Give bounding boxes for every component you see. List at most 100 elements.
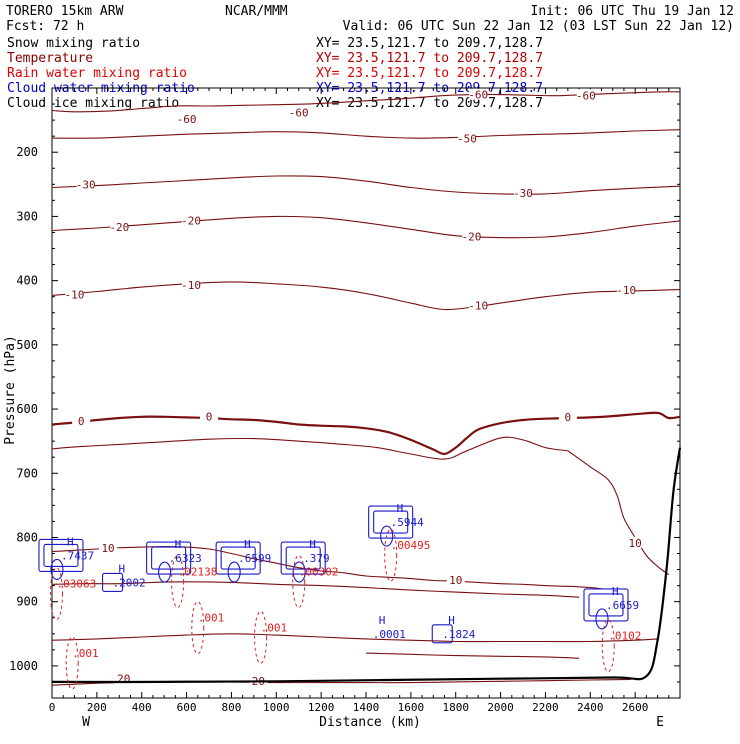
rain-water-contour bbox=[49, 567, 63, 621]
rain-water-max-value: .02138 bbox=[178, 566, 218, 579]
rain-water-max-value: .00302 bbox=[299, 566, 339, 579]
cloud-water-core bbox=[292, 561, 306, 583]
cloud-water-contour-inner bbox=[220, 546, 256, 570]
contour-label: -60 bbox=[468, 89, 488, 102]
east-end-label: E bbox=[656, 715, 664, 730]
cloud-water-high-marker: H bbox=[119, 562, 126, 575]
rain-water-contour bbox=[191, 601, 205, 655]
cloud-water-contour bbox=[102, 572, 124, 592]
x-tick-label: 400 bbox=[132, 701, 152, 714]
rain-water-contour bbox=[384, 528, 398, 582]
contour-label: -10 bbox=[64, 288, 84, 301]
temperature-contour bbox=[51, 281, 681, 311]
y-tick-label: 200 bbox=[16, 145, 38, 159]
temperature-contour bbox=[567, 450, 670, 576]
y-tick-label: 900 bbox=[16, 595, 38, 609]
y-tick-label: 500 bbox=[16, 338, 38, 352]
rain-water-max-value: .03063 bbox=[56, 578, 96, 591]
x-tick-label: 1200 bbox=[308, 701, 335, 714]
rain-water-max-value: .001 bbox=[72, 647, 99, 660]
y-tick-label: 400 bbox=[16, 274, 38, 288]
y-tick-label: 1000 bbox=[9, 659, 38, 673]
contour-label: -30 bbox=[513, 187, 533, 200]
field-label: Temperature bbox=[7, 51, 93, 66]
contour-label-bg bbox=[177, 113, 196, 125]
contour-label-bg bbox=[514, 186, 532, 198]
terrain-line bbox=[51, 447, 682, 684]
field-list: Snow mixing ratio XY= 23.5,121.7 to 209.7… bbox=[7, 36, 543, 111]
cloud-water-contour-inner bbox=[588, 593, 624, 617]
contour-label-bg bbox=[72, 414, 91, 426]
contour-label: 0 bbox=[78, 415, 85, 428]
cloud-water-high-marker: H bbox=[309, 538, 316, 551]
forecast-hour: Fcst: 72 h bbox=[6, 19, 84, 34]
temperature-contour bbox=[51, 411, 681, 456]
model-title: TORERO 15km ARW bbox=[6, 4, 124, 19]
rain-water-max-value: .0102 bbox=[608, 630, 641, 643]
rain-water-contour bbox=[171, 555, 185, 609]
contour-label: 20 bbox=[117, 672, 130, 685]
contour-label: -60 bbox=[177, 113, 197, 126]
cloud-water-core bbox=[158, 561, 172, 583]
cloud-water-high-marker: H bbox=[448, 614, 455, 627]
cloud-water-high-marker: H bbox=[175, 538, 182, 551]
contour-label: -50 bbox=[457, 132, 477, 145]
cloud-water-high-marker: H bbox=[244, 538, 251, 551]
contour-label-bg bbox=[626, 536, 645, 548]
x-tick-label: 1800 bbox=[442, 701, 469, 714]
cloud-water-core bbox=[595, 608, 609, 630]
x-tick-label: 2000 bbox=[487, 701, 514, 714]
rain-water-contour bbox=[292, 555, 306, 609]
contour-label-bg bbox=[99, 542, 118, 554]
contour-label: -30 bbox=[76, 179, 96, 192]
temperature-contour bbox=[51, 129, 681, 139]
y-tick-label: 800 bbox=[16, 530, 38, 544]
x-axis: 0 200 400 600 800 1000 1200 1400 1600 1800 2000 220… bbox=[49, 88, 670, 714]
cloud-water-max-value: .5944 bbox=[391, 516, 424, 529]
rain-water-contour bbox=[65, 636, 79, 690]
x-tick-label: 2400 bbox=[577, 701, 604, 714]
contour-label-bg bbox=[200, 410, 218, 422]
x-tick-label: 2200 bbox=[532, 701, 559, 714]
contour-label: -20 bbox=[461, 231, 481, 244]
cloud-water-core bbox=[380, 525, 394, 547]
cloud-water-high-marker: H bbox=[397, 502, 404, 515]
contour-label-bg bbox=[576, 89, 595, 101]
contour-label-bg bbox=[182, 214, 201, 226]
cloud-water-contour bbox=[431, 624, 453, 644]
x-tick-label: 1000 bbox=[263, 701, 290, 714]
x-tick-label: 600 bbox=[177, 701, 197, 714]
cloud-water-contour-inner bbox=[151, 546, 187, 570]
cloud-water-contour-inner bbox=[43, 543, 79, 568]
contour-label: 10 bbox=[101, 542, 114, 555]
x-tick-label: 1600 bbox=[398, 701, 425, 714]
contour-label-bg bbox=[65, 288, 84, 300]
cloud-water-max-value: .0001 bbox=[373, 628, 406, 641]
x-tick-label: 800 bbox=[221, 701, 241, 714]
maxima-labels: H.7437H.2002H.6323H.6599H.379H.5944H.000… bbox=[56, 502, 641, 660]
rain-water-layer bbox=[49, 528, 615, 690]
temperature-contour bbox=[365, 652, 580, 659]
cloud-water-max-value: .6659 bbox=[606, 599, 639, 612]
rain-water-contour bbox=[601, 619, 615, 673]
cloud-water-max-value: .6323 bbox=[169, 552, 202, 565]
x-tick-label: 0 bbox=[49, 701, 56, 714]
y-axis-title: Pressure (hPa) bbox=[3, 335, 18, 445]
temperature-contours: -60 -60 -60 -60 -50 -30 -30 -20 -20 -20 -10 -10 -10 -… bbox=[51, 88, 681, 688]
y-tick-label: 700 bbox=[16, 466, 38, 480]
cloud-water-high-marker: H bbox=[379, 614, 386, 627]
contour-label: -20 bbox=[181, 215, 201, 228]
contour-label: 0 bbox=[565, 411, 572, 424]
contour-label: -10 bbox=[616, 284, 636, 297]
contour-label-bg bbox=[469, 299, 488, 311]
west-end-label: W bbox=[82, 715, 90, 730]
cloud-water-contour bbox=[280, 541, 326, 575]
field-label: Rain water mixing ratio bbox=[7, 66, 187, 81]
contour-label: -10 bbox=[468, 299, 488, 312]
contour-label-bg bbox=[469, 88, 488, 100]
temperature-contour bbox=[51, 175, 681, 195]
x-tick-label: 200 bbox=[87, 701, 107, 714]
contour-label: -60 bbox=[289, 107, 309, 120]
contour-label-bg bbox=[617, 283, 636, 295]
